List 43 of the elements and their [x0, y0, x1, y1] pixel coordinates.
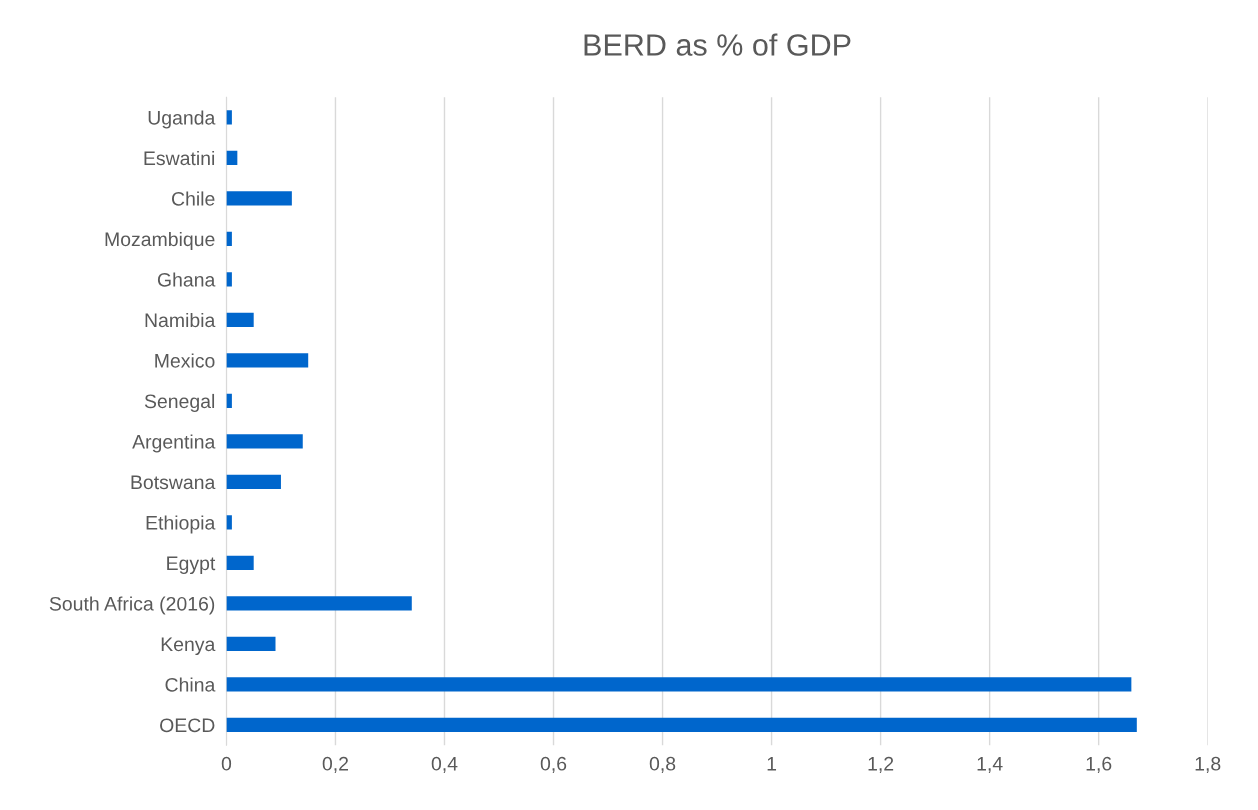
- x-tick-label: 0: [221, 756, 232, 771]
- y-tick-label: Ghana: [157, 272, 216, 287]
- y-tick-label: Chile: [172, 191, 215, 206]
- bar: [226, 150, 238, 166]
- y-tick-label: Senegal: [144, 393, 215, 413]
- bar: [226, 636, 276, 652]
- y-tick-label: Namibia: [145, 312, 216, 328]
- y-tick-label: Uganda: [148, 110, 216, 129]
- x-tick-label: 1,4: [977, 757, 1003, 773]
- bar: [226, 677, 1132, 692]
- y-tick-label: Kenya: [161, 637, 216, 656]
- y-tick-label: Mexico: [155, 353, 215, 368]
- y-tick-label: China: [165, 677, 216, 692]
- x-tick-label: 0,4: [431, 756, 458, 773]
- y-tick-label: Eswatini: [144, 150, 215, 166]
- y-tick-label: Ethiopia: [146, 515, 216, 534]
- bar: [226, 717, 1137, 733]
- bar: [226, 110, 232, 125]
- y-tick-label: Botswana: [131, 475, 216, 490]
- bar: [226, 312, 254, 328]
- bar: [226, 353, 309, 368]
- bar: [226, 231, 232, 247]
- x-tick-label: 1: [767, 757, 777, 771]
- x-tick-label: 1,2: [868, 756, 894, 773]
- x-tick-label: 0,6: [540, 756, 567, 773]
- x-tick-label: 1,6: [1086, 756, 1112, 773]
- bar: [226, 393, 232, 409]
- y-tick-label: South Africa (2016): [49, 596, 215, 615]
- x-tick-label: 0,8: [649, 756, 676, 773]
- bar: [226, 474, 281, 490]
- bar: [226, 515, 232, 530]
- x-tick-label: 1,8: [1195, 756, 1221, 773]
- y-tick-label: OECD: [160, 718, 215, 733]
- bar: [226, 191, 292, 206]
- bar: [226, 596, 412, 611]
- y-tick-label: Mozambique: [105, 231, 215, 251]
- chart-title: BERD as % of GDP: [584, 33, 851, 56]
- bar: [226, 555, 254, 571]
- y-tick-label: Argentina: [132, 434, 216, 453]
- x-tick-label: 0,2: [322, 756, 349, 773]
- y-tick-label: Egypt: [167, 556, 216, 575]
- bar: [226, 434, 303, 449]
- bar: [226, 272, 232, 287]
